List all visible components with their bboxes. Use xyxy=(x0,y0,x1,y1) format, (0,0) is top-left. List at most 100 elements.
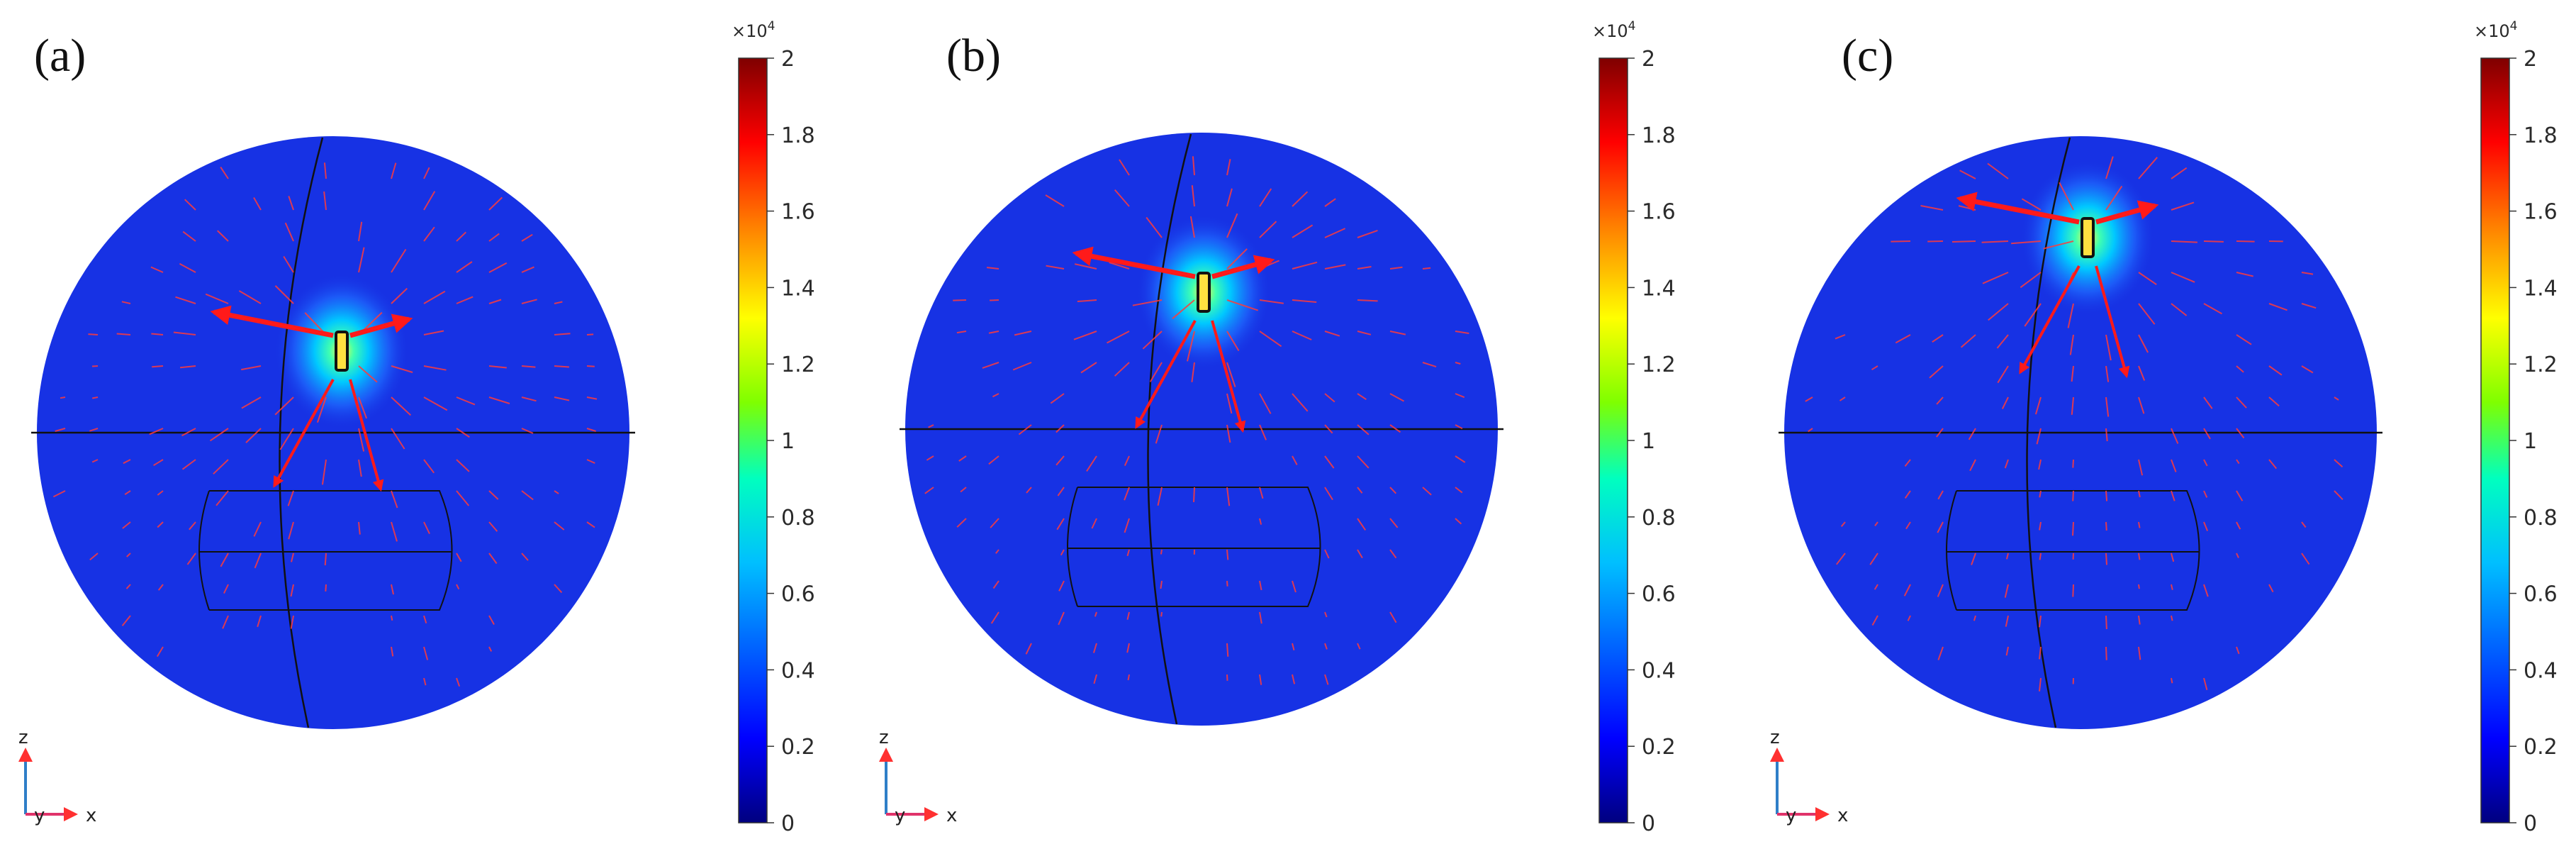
field-arrow xyxy=(358,365,378,383)
field-arrow xyxy=(1905,521,1911,530)
field-arrow xyxy=(253,197,262,211)
field-arrow xyxy=(291,553,294,562)
colorbar-tick-label: 0.8 xyxy=(2524,506,2558,531)
field-arrow xyxy=(1422,487,1432,496)
field-arrow xyxy=(2138,303,2156,325)
field-arrow xyxy=(1324,455,1335,469)
field-arrow xyxy=(1155,424,1163,444)
field-arrow xyxy=(1840,521,1846,527)
field-arrow xyxy=(1324,198,1336,207)
field-arrow xyxy=(1046,265,1065,270)
field-arrow xyxy=(1172,299,1195,319)
field-arrow xyxy=(1891,240,1911,243)
colorbar-exponent: ×104 xyxy=(732,19,775,41)
field-arrow xyxy=(1126,611,1130,620)
field-arrow xyxy=(279,428,294,450)
field-arrow xyxy=(391,287,408,304)
field-arrow xyxy=(2105,490,2108,501)
field-arrow xyxy=(2005,615,2009,627)
field-arrow xyxy=(1292,674,1296,684)
field-arrow xyxy=(2301,272,2314,275)
field-arrow xyxy=(1292,643,1295,651)
field-arrow xyxy=(1324,611,1328,618)
field-arrow xyxy=(1904,490,1911,499)
field-arrow xyxy=(1960,334,1976,348)
main-field-arrow xyxy=(2019,265,2081,374)
field-arrow xyxy=(2203,240,2224,243)
field-arrow xyxy=(521,299,537,304)
panel-c: (c) 2 1.8 1.6 1.4 1.2 1 0.8 0.6 0.4 0.2 0 ×104 z y x xyxy=(1770,19,2558,836)
field-arrow xyxy=(1988,303,2009,321)
main-field-arrow xyxy=(1956,192,2080,225)
field-arrow xyxy=(2236,646,2240,655)
field-arrow xyxy=(1874,584,1878,590)
field-arrow xyxy=(456,231,466,242)
field-arrow xyxy=(1080,362,1097,374)
field-arrow xyxy=(391,584,394,595)
field-arrow xyxy=(2171,303,2188,316)
main-field-arrow xyxy=(2095,265,2130,379)
field-arrow xyxy=(222,615,229,629)
field-arrow xyxy=(1124,518,1130,533)
field-arrow xyxy=(2171,201,2195,211)
field-arrow xyxy=(2105,428,2108,442)
field-arrow xyxy=(2236,459,2240,465)
field-arrow xyxy=(2001,396,2009,409)
field-arrow xyxy=(990,518,999,528)
field-arrow xyxy=(1259,299,1284,304)
colorbar-tick-label: 0.2 xyxy=(1642,735,1676,760)
field-arrow xyxy=(1226,424,1231,443)
field-arrow xyxy=(2069,334,2074,355)
field-arrow xyxy=(241,396,262,409)
field-arrow xyxy=(2105,615,2107,630)
main-field-arrow xyxy=(1072,246,1196,279)
field-arrow xyxy=(1292,393,1309,412)
field-arrow xyxy=(288,196,294,211)
field-arrow xyxy=(1981,240,2009,243)
field-arrow xyxy=(1357,393,1367,401)
colorbar-exponent: ×104 xyxy=(2474,19,2517,41)
field-arrow xyxy=(423,365,447,371)
field-arrow xyxy=(2203,428,2211,440)
field-arrow xyxy=(91,459,99,463)
field-arrow xyxy=(1226,393,1233,414)
cylinder-object xyxy=(1946,490,2200,611)
main-field-arrow xyxy=(210,305,334,338)
colorbar-tick-label: 1.6 xyxy=(1642,200,1676,225)
field-arrow xyxy=(2105,185,2123,211)
field-arrow xyxy=(2171,490,2175,501)
field-arrow xyxy=(2138,553,2141,560)
field-arrow xyxy=(1055,455,1065,466)
field-arrow xyxy=(1357,331,1372,335)
field-arrow xyxy=(1455,393,1465,399)
field-arrow xyxy=(1026,487,1032,494)
field-arrow xyxy=(2301,553,2310,565)
field-arrow xyxy=(180,365,196,369)
colorbar-gradient xyxy=(738,57,768,823)
field-arrow xyxy=(1357,487,1363,494)
field-arrow xyxy=(1057,487,1065,496)
field-arrow xyxy=(1191,362,1195,382)
field-arrow xyxy=(1060,549,1065,556)
field-arrow xyxy=(2138,615,2141,625)
field-arrow xyxy=(284,222,294,242)
field-arrow xyxy=(1357,455,1370,469)
field-arrow xyxy=(2105,365,2110,382)
field-arrow xyxy=(423,167,430,179)
field-arrow xyxy=(2268,584,2274,593)
field-arrow xyxy=(1808,428,1813,433)
field-arrow xyxy=(1937,490,1944,500)
field-arrow xyxy=(1226,299,1259,311)
field-arrow xyxy=(283,255,294,273)
field-arrow xyxy=(554,490,559,494)
field-arrow xyxy=(1086,455,1097,472)
field-arrow xyxy=(992,580,999,589)
panel-label: (a) xyxy=(34,30,86,82)
field-arrow xyxy=(2236,521,2241,530)
field-arrow xyxy=(2067,303,2074,328)
field-arrow xyxy=(2138,157,2158,179)
field-arrow xyxy=(157,490,164,496)
field-arrow xyxy=(1997,365,2009,384)
colorbar-tick-label: 1 xyxy=(1642,429,1655,454)
field-arrow xyxy=(2039,521,2042,531)
